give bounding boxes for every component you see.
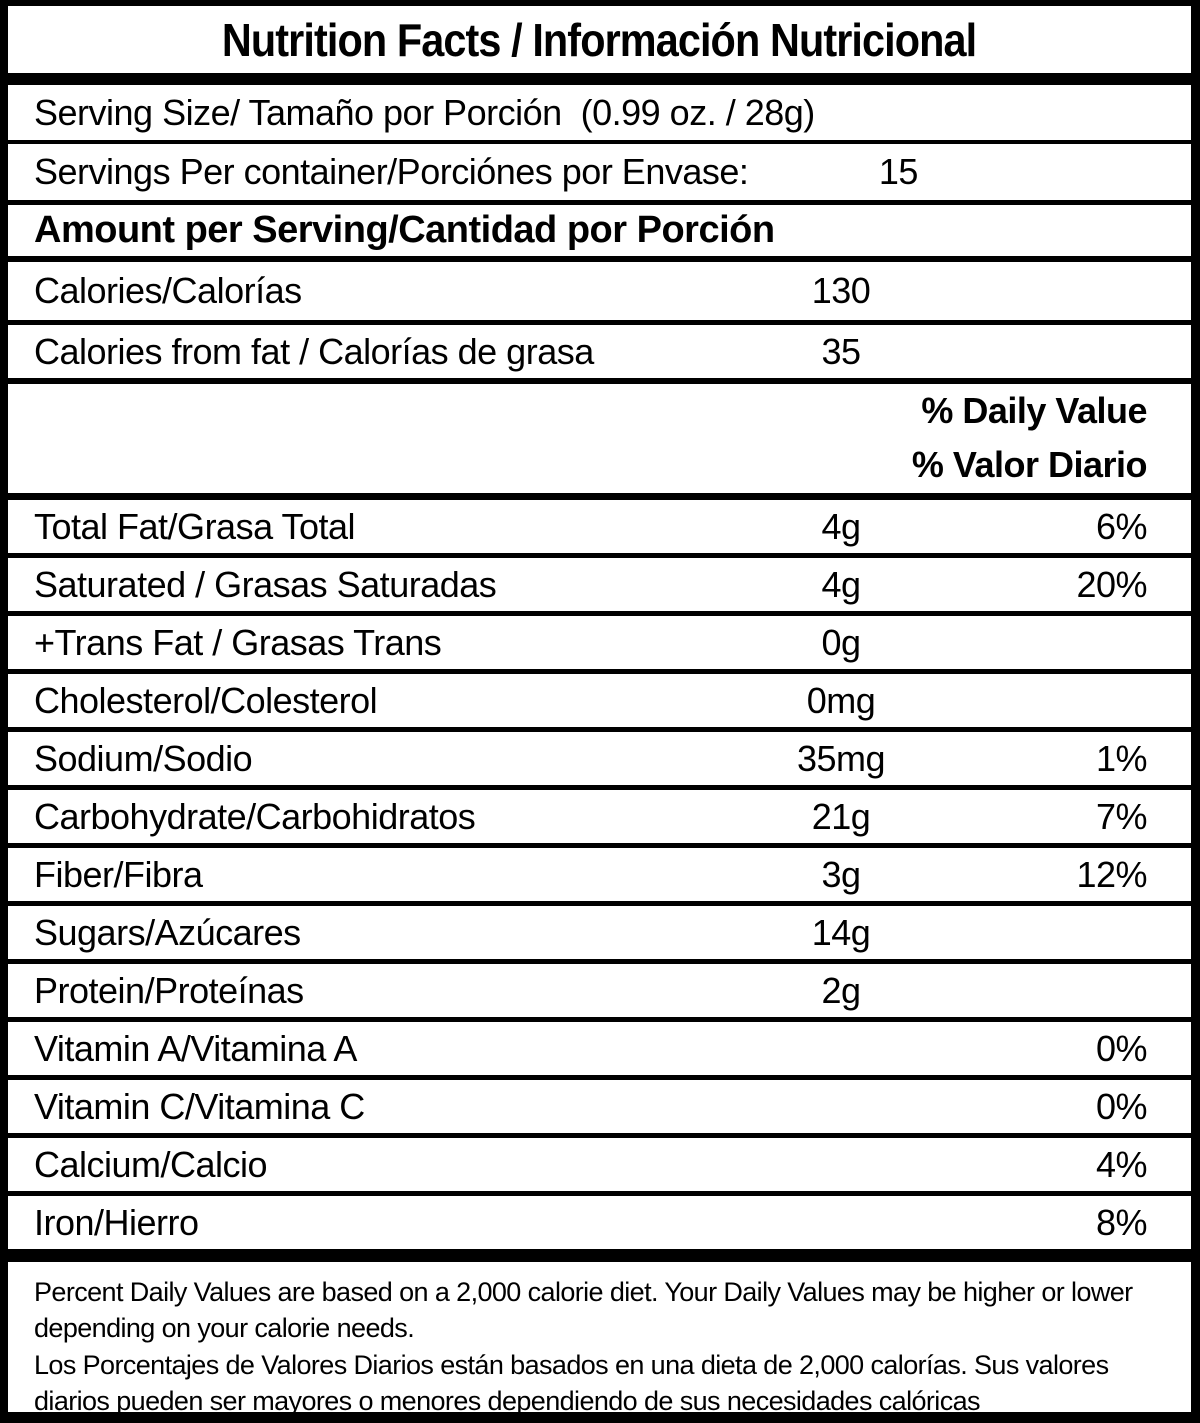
nutrient-amount: 2g: [821, 969, 861, 1011]
servings-per-container-value: 15: [878, 151, 919, 192]
daily-value-header-es: % Valor Diario: [911, 444, 1148, 485]
nutrient-percent: 4%: [1095, 1143, 1148, 1185]
daily-value-header: % Daily Value % Valor Diario: [8, 384, 1191, 500]
nutrient-label: Iron/Hierro: [34, 1201, 199, 1243]
nutrient-amount: 21g: [811, 795, 871, 837]
amount-per-serving-label: Amount per Serving/Cantidad por Porción: [34, 209, 775, 251]
amount-per-serving-header: Amount per Serving/Cantidad por Porción: [8, 205, 1191, 262]
nutrient-percent: 6%: [1095, 505, 1148, 547]
nutrient-row-fiber: Fiber/Fibra 3g 12%: [8, 848, 1191, 906]
nutrient-label: Saturated / Grasas Saturadas: [34, 563, 497, 605]
nutrient-row-calcium: Calcium/Calcio 4%: [8, 1138, 1191, 1196]
nutrient-row-vitamin-c: Vitamin C/Vitamina C 0%: [8, 1080, 1191, 1138]
serving-size-label: Serving Size/ Tamaño por Porción (0.99 o…: [34, 91, 815, 133]
daily-value-header-en: % Daily Value: [921, 389, 1147, 431]
nutrient-amount: 4g: [821, 563, 861, 605]
nutrient-row-cholesterol: Cholesterol/Colesterol 0mg: [8, 674, 1191, 732]
nutrient-amount: 14g: [811, 911, 871, 953]
nutrient-row-protein: Protein/Proteínas 2g: [8, 964, 1191, 1022]
calories-label: Calories/Calorías: [34, 270, 302, 311]
nutrient-amount: 4g: [821, 505, 861, 547]
nutrient-percent: 7%: [1095, 795, 1148, 837]
nutrient-percent: 12%: [1076, 853, 1147, 895]
nutrient-label: Carbohydrate/Carbohidratos: [34, 795, 476, 837]
nutrient-row-total-fat: Total Fat/Grasa Total 4g 6%: [8, 500, 1191, 558]
nutrient-label: Total Fat/Grasa Total: [34, 505, 356, 547]
nutrient-label: Protein/Proteínas: [34, 969, 304, 1011]
nutrient-label: Fiber/Fibra: [34, 853, 203, 895]
calories-from-fat-label: Calories from fat / Calorías de grasa: [34, 330, 594, 372]
nutrient-percent: 0%: [1095, 1085, 1148, 1127]
nutrient-row-vitamin-a: Vitamin A/Vitamina A 0%: [8, 1022, 1191, 1080]
nutrient-label: Vitamin C/Vitamina C: [34, 1085, 365, 1127]
footer-divider-bar: [8, 1254, 1191, 1262]
nutrient-label: Calcium/Calcio: [34, 1143, 268, 1185]
footnote-spanish: Los Porcentajes de Valores Diarios están…: [34, 1350, 1109, 1416]
nutrient-amount: 35mg: [796, 737, 886, 779]
label-title: Nutrition Facts / Información Nutriciona…: [222, 13, 977, 66]
nutrient-percent: 20%: [1076, 563, 1147, 605]
nutrient-row-sugars: Sugars/Azúcares 14g: [8, 906, 1191, 964]
nutrient-amount: 3g: [821, 853, 861, 895]
servings-per-container-row: Servings Per container/Porciónes por Env…: [8, 144, 1191, 205]
nutrient-row-iron: Iron/Hierro 8%: [8, 1196, 1191, 1254]
calories-from-fat-row: Calories from fat / Calorías de grasa 35: [8, 325, 1191, 384]
nutrient-percent: 0%: [1095, 1027, 1148, 1069]
nutrient-label: Vitamin A/Vitamina A: [34, 1027, 357, 1069]
nutrient-row-sodium: Sodium/Sodio 35mg 1%: [8, 732, 1191, 790]
servings-per-container-label: Servings Per container/Porciónes por Env…: [34, 151, 749, 192]
nutrient-row-saturated-fat: Saturated / Grasas Saturadas 4g 20%: [8, 558, 1191, 616]
nutrient-label: Sodium/Sodio: [34, 737, 253, 779]
nutrient-label: +Trans Fat / Grasas Trans: [34, 621, 442, 663]
nutrient-percent: 1%: [1095, 737, 1148, 779]
calories-value: 130: [811, 270, 871, 311]
label-header: Nutrition Facts / Información Nutriciona…: [8, 6, 1191, 73]
nutrient-amount: 0g: [821, 621, 861, 663]
nutrient-row-trans-fat: +Trans Fat / Grasas Trans 0g: [8, 616, 1191, 674]
footnotes: Percent Daily Values are based on a 2,00…: [8, 1262, 1191, 1416]
footnote-english: Percent Daily Values are based on a 2,00…: [34, 1277, 1133, 1343]
serving-size-row: Serving Size/ Tamaño por Porción (0.99 o…: [8, 85, 1191, 144]
title-divider-bar: [8, 73, 1191, 85]
calories-from-fat-value: 35: [821, 330, 861, 372]
nutrient-percent: 8%: [1095, 1201, 1148, 1243]
calories-row: Calories/Calorías 130: [8, 262, 1191, 325]
nutrient-label: Cholesterol/Colesterol: [34, 679, 378, 721]
nutrient-label: Sugars/Azúcares: [34, 911, 301, 953]
nutrient-amount: 0mg: [806, 679, 876, 721]
nutrient-row-carbohydrate: Carbohydrate/Carbohidratos 21g 7%: [8, 790, 1191, 848]
